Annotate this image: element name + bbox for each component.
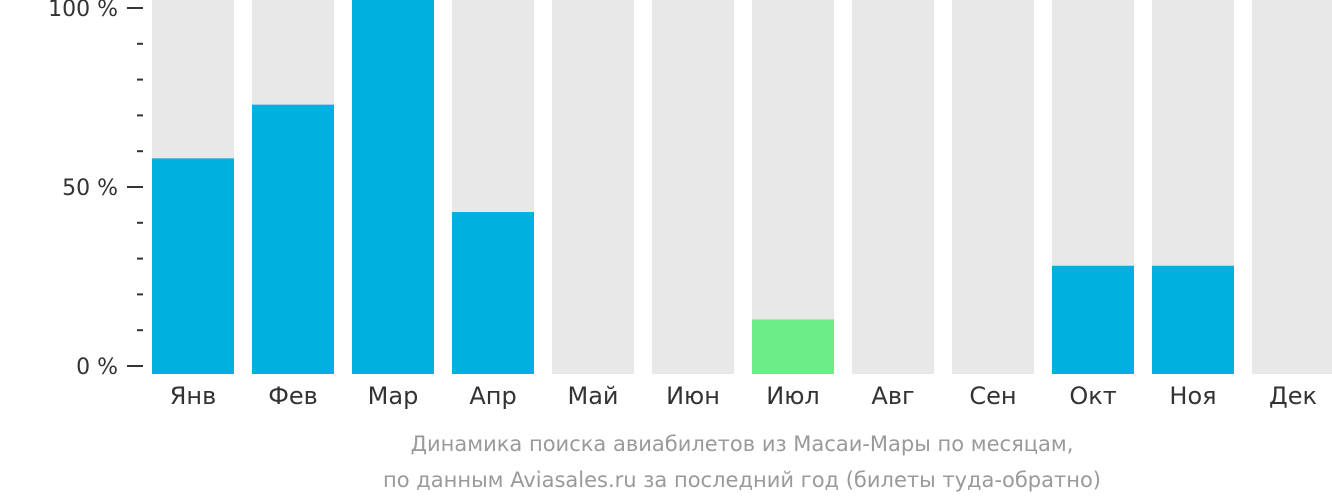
- bar-background-9: [952, 0, 1034, 374]
- x-tick-label: Янв: [170, 382, 217, 410]
- y-axis: 100 % 50 % 0 %: [48, 0, 143, 380]
- x-tick-label: Июн: [666, 382, 720, 410]
- x-tick-label: Ноя: [1169, 382, 1216, 410]
- x-tick-label: Окт: [1069, 382, 1116, 410]
- bar-background-6: [652, 0, 734, 374]
- bar-2: [252, 104, 334, 374]
- caption-line-2: по данным Aviasales.ru за последний год …: [383, 468, 1101, 492]
- bar-7: [752, 319, 834, 374]
- x-tick-label: Июл: [766, 382, 820, 410]
- y-tick-label: 100 %: [48, 0, 118, 22]
- bar-background-8: [852, 0, 934, 374]
- bar-3: [352, 0, 434, 374]
- bar-background-5: [552, 0, 634, 374]
- y-tick-label: 0 %: [76, 355, 118, 380]
- bar-11: [1152, 265, 1234, 374]
- data-bars: [152, 0, 1234, 374]
- y-tick-label: 50 %: [62, 176, 118, 201]
- x-axis-labels: Янв Фев Мар Апр Май Июн Июл Авг Сен Окт Ноя Дек: [170, 382, 1317, 410]
- x-tick-label: Фев: [268, 382, 318, 410]
- x-tick-label: Май: [567, 382, 618, 410]
- x-tick-label: Дек: [1269, 382, 1317, 410]
- x-tick-label: Сен: [969, 382, 1016, 410]
- x-tick-label: Мар: [368, 382, 419, 410]
- caption-line-1: Динамика поиска авиабилетов из Масаи-Мар…: [410, 432, 1074, 456]
- bar-4: [452, 212, 534, 374]
- x-tick-label: Апр: [469, 382, 516, 410]
- bar-background-12: [1252, 0, 1332, 374]
- x-tick-label: Авг: [871, 382, 914, 410]
- bar-10: [1052, 265, 1134, 374]
- bar-1: [152, 158, 234, 374]
- bar-background-7: [752, 0, 834, 374]
